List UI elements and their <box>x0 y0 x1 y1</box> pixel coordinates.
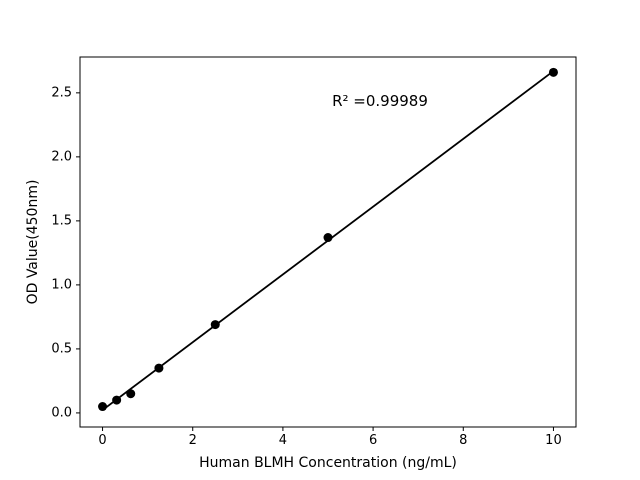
x-tick-label: 8 <box>459 433 467 448</box>
y-tick-label: 1.5 <box>51 213 72 228</box>
data-point <box>323 233 333 243</box>
data-point <box>112 395 122 405</box>
x-tick-label: 2 <box>189 433 197 448</box>
data-point <box>154 363 164 373</box>
data-point <box>126 389 136 399</box>
y-tick-label: 0.5 <box>51 341 72 356</box>
x-axis-label: Human BLMH Concentration (ng/mL) <box>199 455 457 471</box>
r-squared-annotation: R² =0.99989 <box>332 92 428 110</box>
y-tick-label: 1.0 <box>51 277 72 292</box>
y-tick-label: 0.0 <box>51 405 72 420</box>
data-point <box>98 402 108 412</box>
x-tick-label: 10 <box>545 433 562 448</box>
plot-border <box>79 56 577 428</box>
data-point <box>548 67 558 77</box>
x-tick-label: 0 <box>98 433 106 448</box>
y-tick-label: 2.5 <box>51 85 72 100</box>
x-tick-label: 6 <box>369 433 377 448</box>
data-point <box>210 320 220 330</box>
x-tick-label: 4 <box>279 433 287 448</box>
y-axis-label: OD Value(450nm) <box>25 179 41 305</box>
y-tick-label: 2.0 <box>51 149 72 164</box>
